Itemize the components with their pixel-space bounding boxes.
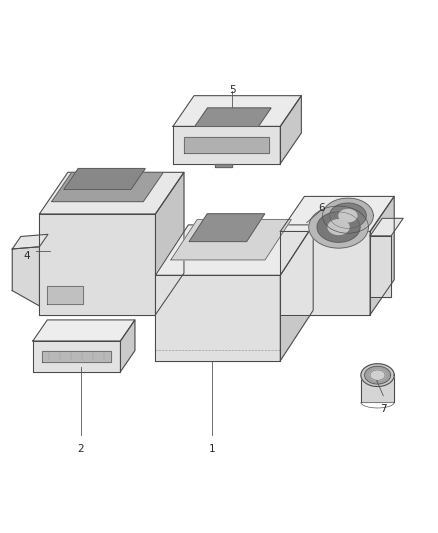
Polygon shape: [12, 235, 48, 249]
Polygon shape: [39, 214, 155, 314]
Polygon shape: [189, 214, 265, 241]
Polygon shape: [280, 231, 370, 314]
Text: 1: 1: [209, 444, 216, 454]
Polygon shape: [317, 212, 360, 242]
Polygon shape: [155, 225, 313, 275]
Polygon shape: [155, 172, 184, 314]
Polygon shape: [39, 172, 184, 214]
Polygon shape: [42, 351, 111, 362]
Polygon shape: [280, 225, 313, 361]
Polygon shape: [328, 220, 349, 235]
Polygon shape: [370, 370, 385, 380]
Polygon shape: [52, 173, 163, 201]
Polygon shape: [173, 96, 301, 126]
Polygon shape: [120, 320, 135, 372]
Polygon shape: [171, 220, 291, 260]
Text: 7: 7: [380, 405, 387, 415]
Text: 5: 5: [229, 85, 236, 95]
Text: 6: 6: [318, 203, 325, 213]
Polygon shape: [47, 286, 83, 304]
Polygon shape: [309, 206, 368, 248]
Polygon shape: [280, 96, 301, 164]
Polygon shape: [361, 364, 394, 386]
Polygon shape: [364, 366, 391, 384]
Polygon shape: [33, 320, 135, 341]
Polygon shape: [322, 198, 373, 233]
Polygon shape: [370, 236, 391, 297]
Polygon shape: [280, 197, 394, 231]
Polygon shape: [155, 275, 280, 361]
Polygon shape: [33, 341, 120, 372]
Polygon shape: [330, 203, 366, 228]
Polygon shape: [361, 375, 394, 402]
Text: 2: 2: [78, 444, 85, 454]
Polygon shape: [339, 209, 357, 222]
Polygon shape: [64, 168, 145, 189]
Polygon shape: [184, 138, 269, 152]
Polygon shape: [195, 108, 271, 126]
Polygon shape: [370, 197, 394, 314]
Polygon shape: [370, 219, 403, 236]
Polygon shape: [173, 126, 280, 164]
Polygon shape: [215, 164, 232, 167]
Text: 4: 4: [24, 251, 31, 261]
Polygon shape: [12, 247, 39, 306]
